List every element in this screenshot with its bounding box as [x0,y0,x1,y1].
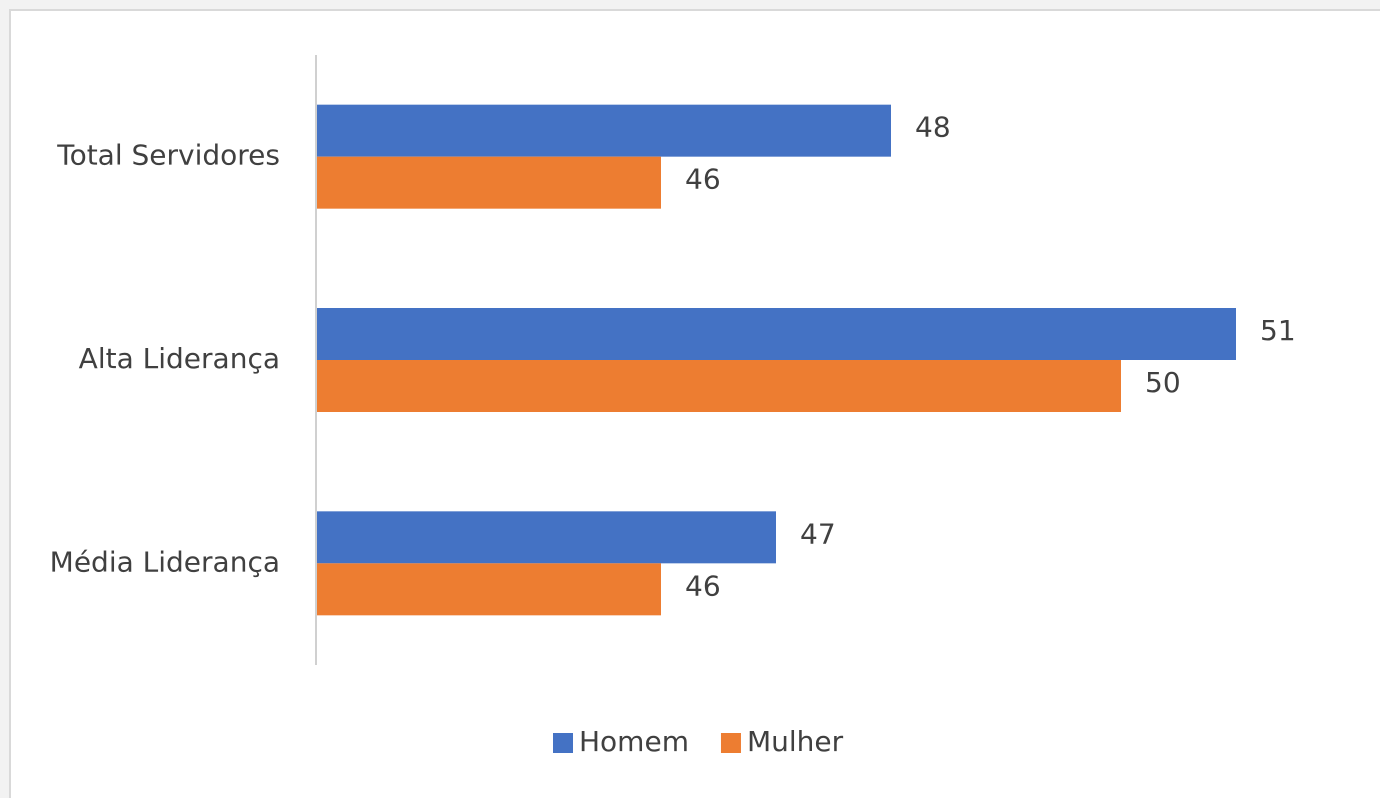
y-tick-label: Média Liderança [50,545,280,578]
legend-swatch [720,733,741,753]
legend-swatch [553,733,573,753]
bar [316,308,1236,360]
bar [316,563,661,616]
y-tick-label: Total Servidores [56,139,280,172]
bar [316,360,1121,412]
legend-label: Mulher [747,725,844,758]
data-label: 50 [1145,366,1181,399]
bar [316,104,891,157]
legend-label: Homem [579,725,689,758]
data-label: 46 [685,569,721,602]
data-label: 51 [1260,314,1296,347]
bar [316,156,661,209]
bar [316,511,776,564]
y-tick-label: Alta Liderança [79,342,280,375]
data-label: 47 [800,517,836,550]
data-label: 48 [915,111,951,144]
data-label: 46 [685,163,721,196]
